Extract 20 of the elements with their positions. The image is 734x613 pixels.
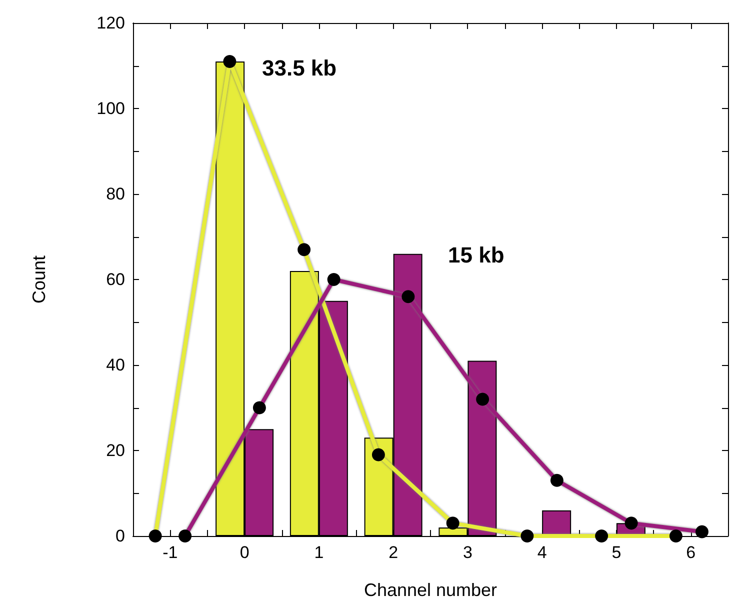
x-tick-label: 1	[314, 543, 324, 562]
annotation: 15 kb	[448, 242, 504, 268]
y-tick-label: 40	[106, 356, 125, 374]
annotation: 33.5 kb	[262, 56, 337, 80]
y-tick-label: 80	[106, 184, 125, 204]
y-tick-label: 120	[96, 14, 125, 32]
y-tick-label: 100	[96, 99, 125, 118]
x-tick-label: 5	[612, 543, 622, 562]
bar	[542, 510, 572, 536]
x-tick-label: 4	[537, 543, 547, 562]
y-axis-title: Count	[29, 255, 49, 304]
y-tick-label: 20	[106, 441, 125, 460]
x-axis-title: Channel number	[364, 580, 498, 600]
x-tick-label: 0	[240, 543, 250, 562]
x-tick-label: -1	[162, 543, 178, 562]
x-tick-label: 2	[388, 543, 398, 562]
x-tick-label: 6	[686, 543, 696, 562]
y-tick-label: 60	[106, 270, 125, 289]
y-tick-label: 0	[116, 526, 125, 546]
x-tick-label: 3	[462, 543, 472, 562]
